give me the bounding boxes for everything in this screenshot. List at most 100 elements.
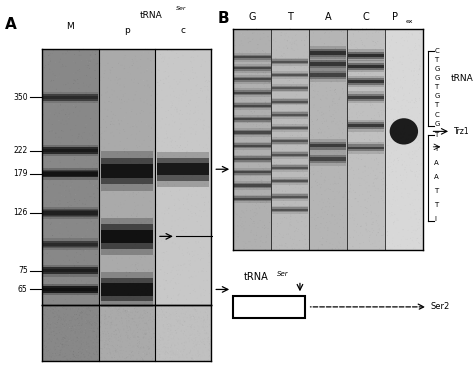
Point <box>147 92 155 98</box>
Point <box>395 53 403 59</box>
Point <box>253 121 261 127</box>
Point <box>128 344 136 350</box>
Point <box>151 224 158 230</box>
Point <box>344 146 352 152</box>
Point <box>158 87 165 93</box>
Point <box>164 338 172 344</box>
Point <box>247 179 255 185</box>
Bar <box>47 94 49 101</box>
Point <box>158 314 166 320</box>
Point <box>56 140 64 146</box>
Point <box>144 251 152 257</box>
Point <box>177 126 184 132</box>
Point <box>122 308 130 314</box>
Bar <box>86 267 88 274</box>
Point <box>106 67 114 73</box>
Point <box>350 234 357 240</box>
Point <box>251 51 259 57</box>
Point <box>165 64 173 70</box>
Point <box>129 357 137 363</box>
Point <box>273 207 281 213</box>
Point <box>78 175 85 181</box>
Point <box>191 121 198 127</box>
Point <box>418 235 425 241</box>
Point <box>60 277 67 283</box>
Point <box>199 312 207 318</box>
Point <box>300 177 308 183</box>
Point <box>286 64 294 70</box>
Point <box>304 125 312 131</box>
Bar <box>46 241 47 247</box>
Point <box>191 341 199 347</box>
Point <box>96 318 103 324</box>
Point <box>414 235 421 241</box>
Point <box>319 127 327 133</box>
Point <box>234 199 241 205</box>
Point <box>123 355 130 361</box>
Point <box>233 226 241 232</box>
Point <box>112 358 120 364</box>
Point <box>368 104 375 110</box>
Text: tRNA: tRNA <box>244 273 268 282</box>
Bar <box>92 241 93 247</box>
Point <box>256 70 264 76</box>
Point <box>386 45 393 51</box>
Point <box>54 345 62 351</box>
Point <box>111 112 119 118</box>
Point <box>276 125 283 131</box>
Point <box>129 303 137 309</box>
Point <box>158 317 166 323</box>
Point <box>107 77 115 83</box>
Point <box>347 26 355 32</box>
Point <box>76 66 83 72</box>
Point <box>205 337 212 343</box>
Point <box>201 74 208 80</box>
Point <box>171 93 178 99</box>
Bar <box>234 56 271 58</box>
Point <box>117 300 125 306</box>
Point <box>86 320 93 326</box>
Point <box>357 98 365 104</box>
Point <box>73 343 81 349</box>
Point <box>81 343 88 349</box>
Point <box>46 315 54 321</box>
Point <box>355 139 363 145</box>
Point <box>175 156 182 162</box>
Point <box>414 130 422 136</box>
Point <box>94 339 102 345</box>
Point <box>142 327 150 333</box>
Point <box>176 165 183 171</box>
Point <box>392 92 399 98</box>
Point <box>84 321 92 327</box>
Point <box>80 308 87 314</box>
Bar <box>83 241 85 247</box>
Point <box>170 340 177 346</box>
Point <box>176 116 183 122</box>
Bar <box>85 241 86 247</box>
Point <box>203 228 210 234</box>
Point <box>65 115 73 121</box>
Point <box>82 153 90 159</box>
Point <box>150 149 158 155</box>
Point <box>293 82 301 88</box>
Point <box>79 193 87 199</box>
Point <box>137 159 144 165</box>
Point <box>54 324 62 330</box>
Point <box>337 217 344 223</box>
Point <box>145 214 152 220</box>
Point <box>307 95 314 101</box>
Point <box>118 248 126 254</box>
Point <box>81 162 88 168</box>
Point <box>116 127 124 133</box>
Point <box>367 81 375 87</box>
Point <box>105 315 113 321</box>
Point <box>134 317 142 323</box>
Point <box>374 46 382 52</box>
Point <box>277 33 285 39</box>
Point <box>236 37 243 43</box>
Point <box>247 227 255 233</box>
Point <box>107 103 114 109</box>
Point <box>265 64 273 70</box>
Point <box>131 350 138 356</box>
Point <box>346 212 354 218</box>
